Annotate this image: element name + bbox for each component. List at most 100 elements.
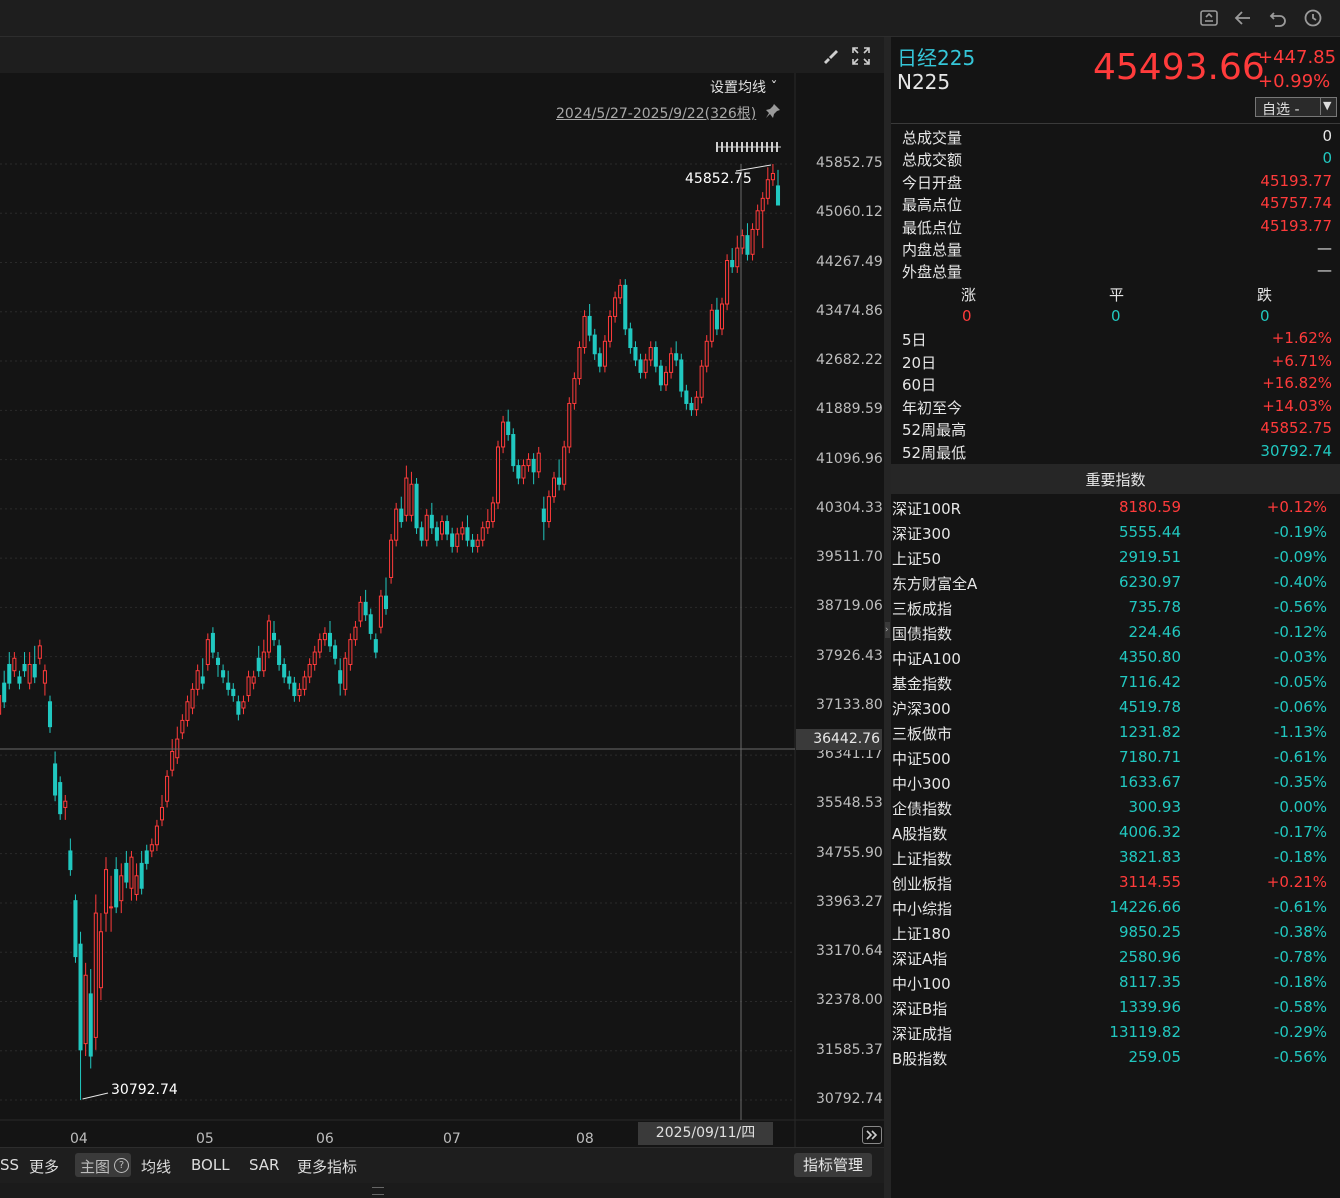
index-row-pct: -0.03% xyxy=(1273,648,1327,666)
chart-grid xyxy=(0,73,884,1147)
resize-grip-icon[interactable] xyxy=(372,1187,384,1195)
candle-body xyxy=(190,688,195,709)
candle-body xyxy=(205,639,210,665)
index-row[interactable]: 上证指数 3821.83 -0.18% xyxy=(891,848,1340,873)
candle-body xyxy=(450,533,455,547)
index-row[interactable]: 创业板指 3114.55 +0.21% xyxy=(891,873,1340,898)
index-row-name: A股指数 xyxy=(892,825,948,843)
kline-chart-panel[interactable] xyxy=(0,37,884,1147)
stat-label: 最高点位 xyxy=(902,196,963,215)
candle-body xyxy=(699,365,704,398)
index-row[interactable]: 上证50 2919.51 -0.09% xyxy=(891,548,1340,573)
index-row[interactable]: 深证300 5555.44 -0.19% xyxy=(891,523,1340,548)
index-row-value: 4006.32 xyxy=(1118,823,1181,841)
period-value: 45852.75 xyxy=(1260,419,1332,437)
candle-body xyxy=(343,657,348,690)
candle-body xyxy=(144,850,149,864)
index-row[interactable]: 中小100 8117.35 -0.18% xyxy=(891,973,1340,998)
tab-partial[interactable]: SS xyxy=(0,1156,20,1174)
candlestick-chart[interactable]: 45852.75 30792.74 xyxy=(0,73,884,1147)
candle-body xyxy=(445,521,450,535)
candle-body xyxy=(22,663,27,672)
tab-ma[interactable]: 均线 xyxy=(141,1158,172,1176)
index-row[interactable]: 深证A指 2580.96 -0.78% xyxy=(891,948,1340,973)
indices-title: 重要指数 xyxy=(1085,471,1146,489)
date-range-label[interactable]: 2024/5/27-2025/9/22(326根) xyxy=(556,106,757,122)
ma-setting-dropdown[interactable]: 设置均线 ˇ xyxy=(710,80,778,96)
index-row[interactable]: A股指数 4006.32 -0.17% xyxy=(891,823,1340,848)
undo-icon[interactable] xyxy=(1267,8,1289,28)
stat-label: 总成交额 xyxy=(902,151,963,170)
tab-more[interactable]: 更多 xyxy=(29,1158,60,1176)
watchlist-dropdown[interactable]: 自选 - ▼ xyxy=(1255,97,1337,118)
index-row-value: 13119.82 xyxy=(1109,1023,1181,1041)
y-tick-label: 42682.22 xyxy=(816,352,883,369)
index-row-name: 深证100R xyxy=(892,500,962,518)
candle-body xyxy=(292,682,297,697)
x-tick-label: 04 xyxy=(70,1131,88,1147)
candle-body xyxy=(266,620,271,653)
candle-body xyxy=(750,228,755,255)
index-row[interactable]: 三板成指 735.78 -0.56% xyxy=(891,598,1340,623)
index-row-pct: -0.61% xyxy=(1273,748,1327,766)
brush-icon[interactable] xyxy=(820,46,840,66)
index-row[interactable]: 三板做市 1231.82 -1.13% xyxy=(891,723,1340,748)
window-icon[interactable] xyxy=(1198,8,1220,28)
tab-more-indicators[interactable]: 更多指标 xyxy=(297,1158,358,1176)
candle-body xyxy=(348,639,353,665)
index-row[interactable]: 深证B指 1339.96 -0.58% xyxy=(891,998,1340,1023)
candle-body xyxy=(246,676,251,697)
index-row[interactable]: 基金指数 7116.42 -0.05% xyxy=(891,673,1340,698)
candle-body xyxy=(159,806,165,821)
x-tick-label: 08 xyxy=(576,1131,594,1147)
breadth-up-count: 0 xyxy=(962,307,972,325)
index-row[interactable]: 中证500 7180.71 -0.61% xyxy=(891,748,1340,773)
index-row[interactable]: 中小300 1633.67 -0.35% xyxy=(891,773,1340,798)
candle-body xyxy=(109,906,114,909)
y-tick-label: 37926.43 xyxy=(816,647,883,664)
breadth-up-label: 涨 xyxy=(961,286,977,304)
candle-body xyxy=(760,197,765,212)
indicator-manage-button[interactable]: 指标管理 xyxy=(794,1153,872,1177)
y-tick-label: 30792.74 xyxy=(816,1091,883,1107)
candle-body xyxy=(231,688,236,697)
index-row-name: 中小300 xyxy=(892,775,951,793)
collapse-handle-icon[interactable]: › xyxy=(885,622,890,638)
candle-body xyxy=(358,601,363,622)
candle-body xyxy=(526,458,531,467)
history-icon[interactable] xyxy=(1302,8,1324,28)
index-row[interactable]: 企债指数 300.93 0.00% xyxy=(891,798,1340,823)
index-row-name: 创业板指 xyxy=(892,875,953,893)
panel-divider[interactable]: › xyxy=(884,37,891,1198)
y-tick-label: 32378.00 xyxy=(816,992,883,1009)
back-icon[interactable] xyxy=(1232,8,1254,28)
index-row[interactable]: B股指数 259.05 -0.56% xyxy=(891,1048,1340,1073)
candle-body xyxy=(587,315,592,336)
candle-body xyxy=(506,421,511,436)
tab-boll[interactable]: BOLL xyxy=(191,1156,230,1174)
index-row-value: 224.46 xyxy=(1128,623,1182,641)
tab-sar[interactable]: SAR xyxy=(249,1156,280,1174)
fullscreen-icon[interactable] xyxy=(851,46,871,66)
candle-body xyxy=(689,402,694,411)
index-row[interactable]: 国债指数 224.46 -0.12% xyxy=(891,623,1340,648)
index-row[interactable]: 深证成指 13119.82 -0.29% xyxy=(891,1023,1340,1048)
index-row-name: 深证成指 xyxy=(892,1025,953,1043)
index-row[interactable]: 东方财富全A 6230.97 -0.40% xyxy=(891,573,1340,598)
tab-main-chart[interactable]: 主图 ? xyxy=(75,1153,131,1177)
double-chevron-right-icon[interactable] xyxy=(862,1126,882,1144)
index-row[interactable]: 上证180 9850.25 -0.38% xyxy=(891,923,1340,948)
candle-body xyxy=(663,371,669,386)
candle-body xyxy=(399,508,404,523)
index-row[interactable]: 中证A100 4350.80 -0.03% xyxy=(891,648,1340,673)
y-tick-label: 45060.12 xyxy=(816,204,883,221)
candle-body xyxy=(251,676,256,684)
index-row[interactable]: 深证100R 8180.59 +0.12% xyxy=(891,498,1340,523)
pin-icon[interactable] xyxy=(765,103,781,119)
help-icon[interactable]: ? xyxy=(114,1158,129,1173)
candle-body xyxy=(597,353,602,367)
index-row[interactable]: 中小综指 14226.66 -0.61% xyxy=(891,898,1340,923)
index-row[interactable]: 沪深300 4519.78 -0.06% xyxy=(891,698,1340,723)
candle-body xyxy=(551,477,557,498)
y-tick-label: 43474.86 xyxy=(816,302,883,319)
